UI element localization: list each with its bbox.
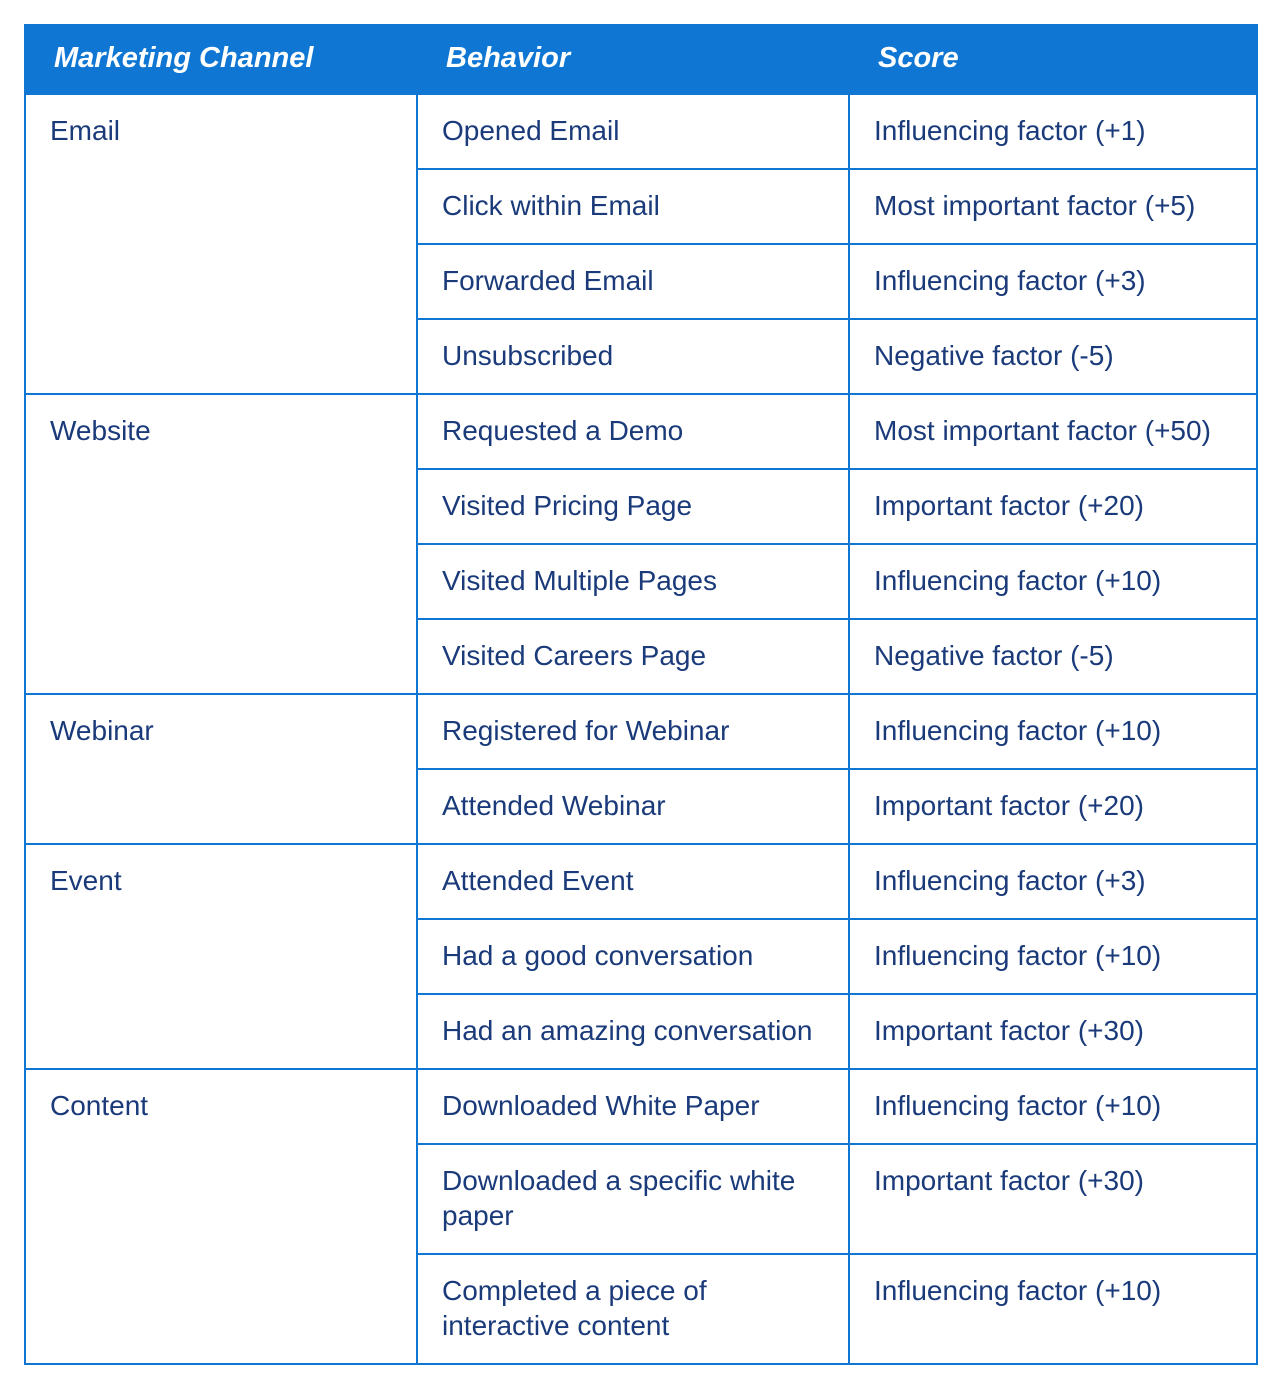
cell-score: Important factor (+30) <box>849 994 1257 1069</box>
cell-score: Most important factor (+50) <box>849 394 1257 469</box>
table-row: Webinar Registered for Webinar Influenci… <box>25 694 1257 769</box>
cell-score: Negative factor (-5) <box>849 619 1257 694</box>
cell-behavior: Attended Webinar <box>417 769 849 844</box>
col-header-channel: Marketing Channel <box>25 25 417 94</box>
cell-behavior: Unsubscribed <box>417 319 849 394</box>
table-body: Email Opened Email Influencing factor (+… <box>25 94 1257 1364</box>
cell-channel: Email <box>25 94 417 394</box>
cell-behavior: Requested a Demo <box>417 394 849 469</box>
cell-channel: Content <box>25 1069 417 1364</box>
cell-behavior: Downloaded a specific white paper <box>417 1144 849 1254</box>
cell-score: Important factor (+20) <box>849 469 1257 544</box>
cell-channel: Website <box>25 394 417 694</box>
cell-behavior: Visited Multiple Pages <box>417 544 849 619</box>
cell-score: Influencing factor (+10) <box>849 694 1257 769</box>
cell-behavior: Attended Event <box>417 844 849 919</box>
cell-score: Influencing factor (+10) <box>849 1069 1257 1144</box>
cell-behavior: Forwarded Email <box>417 244 849 319</box>
cell-score: Influencing factor (+10) <box>849 919 1257 994</box>
cell-score: Influencing factor (+3) <box>849 244 1257 319</box>
cell-channel: Event <box>25 844 417 1069</box>
cell-score: Influencing factor (+10) <box>849 544 1257 619</box>
cell-score: Important factor (+20) <box>849 769 1257 844</box>
cell-score: Important factor (+30) <box>849 1144 1257 1254</box>
cell-behavior: Visited Pricing Page <box>417 469 849 544</box>
table-row: Content Downloaded White Paper Influenci… <box>25 1069 1257 1144</box>
table-header: Marketing Channel Behavior Score <box>25 25 1257 94</box>
cell-score: Negative factor (-5) <box>849 319 1257 394</box>
cell-behavior: Registered for Webinar <box>417 694 849 769</box>
cell-behavior: Click within Email <box>417 169 849 244</box>
cell-score: Influencing factor (+3) <box>849 844 1257 919</box>
cell-behavior: Visited Careers Page <box>417 619 849 694</box>
cell-score: Influencing factor (+10) <box>849 1254 1257 1364</box>
col-header-behavior: Behavior <box>417 25 849 94</box>
table-row: Website Requested a Demo Most important … <box>25 394 1257 469</box>
cell-behavior: Had a good conversation <box>417 919 849 994</box>
table-row: Email Opened Email Influencing factor (+… <box>25 94 1257 169</box>
lead-scoring-table: Marketing Channel Behavior Score Email O… <box>24 24 1258 1365</box>
col-header-score: Score <box>849 25 1257 94</box>
cell-score: Most important factor (+5) <box>849 169 1257 244</box>
cell-behavior: Had an amazing conversation <box>417 994 849 1069</box>
cell-score: Influencing factor (+1) <box>849 94 1257 169</box>
cell-channel: Webinar <box>25 694 417 844</box>
cell-behavior: Downloaded White Paper <box>417 1069 849 1144</box>
cell-behavior: Completed a piece of interactive content <box>417 1254 849 1364</box>
table-row: Event Attended Event Influencing factor … <box>25 844 1257 919</box>
cell-behavior: Opened Email <box>417 94 849 169</box>
